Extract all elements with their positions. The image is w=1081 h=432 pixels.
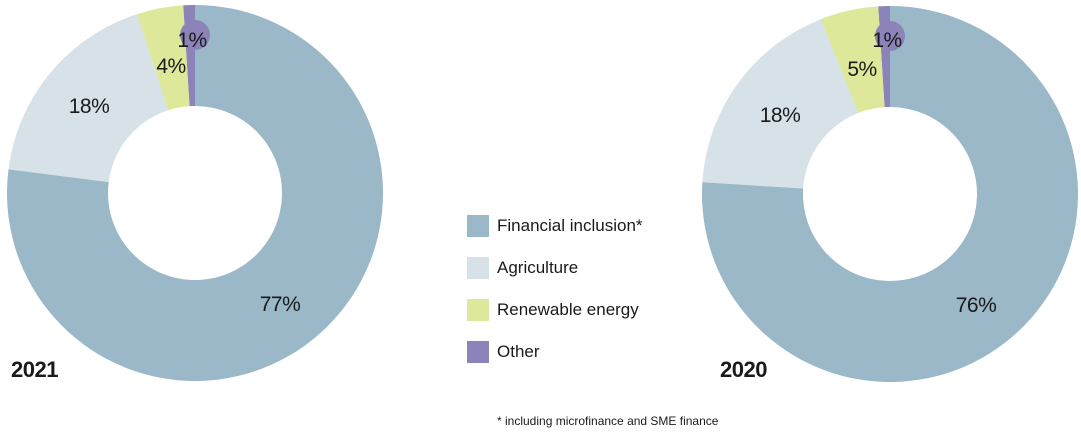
footnote: * including microfinance and SME finance: [497, 414, 719, 428]
legend: Financial inclusion* Agriculture Renewab…: [467, 212, 643, 380]
legend-swatch-other: [467, 341, 489, 363]
slice-other-marker: [180, 20, 210, 50]
data-label-other: 1%: [872, 29, 901, 52]
donut-chart-2021: 77% 18% 4% 1% 2021: [0, 0, 390, 390]
data-label-other: 1%: [177, 29, 206, 52]
legend-swatch-renewable-energy: [467, 299, 489, 321]
legend-item-agriculture: Agriculture: [467, 254, 643, 282]
data-label-renewable-energy: 5%: [847, 58, 876, 81]
legend-label: Other: [497, 342, 540, 361]
donut-svg-2021: 77% 18% 4% 1%: [6, 5, 383, 381]
data-label-agriculture: 18%: [69, 95, 110, 118]
legend-swatch-financial-inclusion: [467, 215, 489, 237]
slice-financial-inclusion: [702, 6, 1078, 382]
legend-swatch-agriculture: [467, 257, 489, 279]
legend-item-financial-inclusion: Financial inclusion*: [467, 212, 643, 240]
slice-agriculture: [702, 19, 858, 189]
legend-label: Financial inclusion*: [497, 216, 643, 235]
chart-year-2020: 2020: [720, 357, 767, 382]
chart-year-2021: 2021: [11, 357, 58, 382]
legend-label: Renewable energy: [497, 300, 639, 319]
data-label-financial-inclusion: 77%: [260, 293, 301, 316]
slice-renewable-energy: [136, 5, 190, 111]
donut-chart-2020: 76% 18% 5% 1% 2020: [696, 0, 1081, 390]
data-label-agriculture: 18%: [760, 104, 801, 127]
slice-renewable-energy: [820, 6, 885, 114]
data-label-financial-inclusion: 76%: [956, 294, 997, 317]
legend-label: Agriculture: [497, 258, 579, 277]
legend-item-renewable-energy: Renewable energy: [467, 296, 643, 324]
legend-item-other: Other: [467, 338, 643, 366]
slice-agriculture: [8, 14, 169, 183]
slice-financial-inclusion: [6, 5, 383, 381]
data-label-renewable-energy: 4%: [156, 55, 185, 78]
donut-svg-2020: 76% 18% 5% 1%: [702, 6, 1078, 382]
slice-other-marker: [875, 21, 905, 51]
